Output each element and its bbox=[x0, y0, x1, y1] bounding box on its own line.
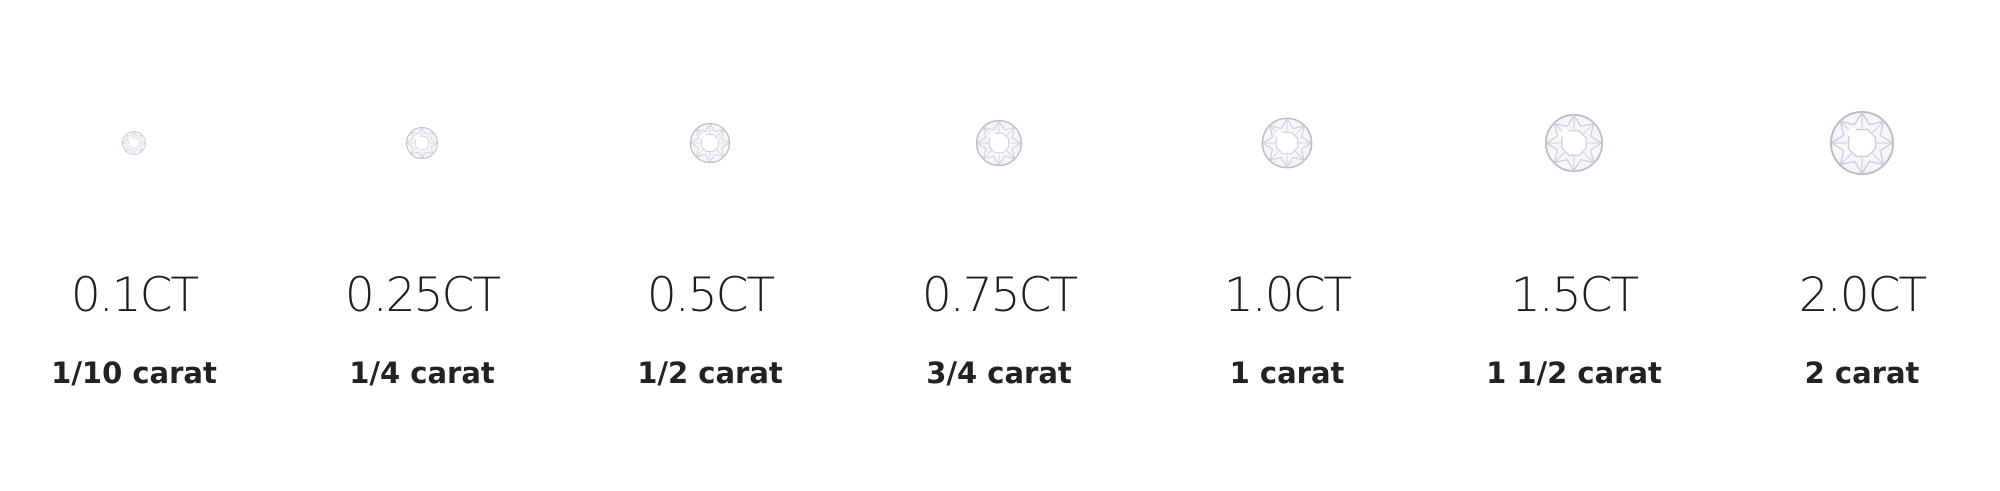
carat-weight-label: 0.1CT bbox=[70, 268, 199, 323]
carat-column: 0.75CT 3/4 carat bbox=[874, 0, 1124, 491]
diamond-icon bbox=[122, 131, 146, 155]
carat-column: 0.1CT 1/10 carat bbox=[9, 0, 259, 491]
carat-weight-label: 1.0CT bbox=[1223, 268, 1352, 323]
carat-column: 2.0CT 2 carat bbox=[1737, 0, 1987, 491]
diamond-icon bbox=[1829, 110, 1895, 176]
carat-weight-label: 0.75CT bbox=[921, 268, 1078, 323]
carat-weight-label: 0.25CT bbox=[344, 268, 501, 323]
diamond-icon bbox=[975, 119, 1023, 167]
carat-weight-label: 1.5CT bbox=[1510, 268, 1639, 323]
diamond-icon bbox=[405, 126, 439, 160]
carat-fraction-label: 1/10 carat bbox=[51, 356, 217, 390]
carat-column: 0.25CT 1/4 carat bbox=[297, 0, 547, 491]
carat-fraction-label: 3/4 carat bbox=[926, 356, 1072, 390]
carat-fraction-label: 1 1/2 carat bbox=[1486, 356, 1662, 390]
carat-fraction-label: 1/4 carat bbox=[349, 356, 495, 390]
carat-fraction-label: 1 carat bbox=[1229, 356, 1345, 390]
diamond-icon bbox=[1261, 117, 1313, 169]
carat-column: 1.5CT 1 1/2 carat bbox=[1449, 0, 1699, 491]
diamond-icon bbox=[1544, 113, 1604, 173]
diamond-icon bbox=[689, 122, 731, 164]
carat-weight-label: 2.0CT bbox=[1798, 268, 1927, 323]
carat-fraction-label: 1/2 carat bbox=[637, 356, 783, 390]
carat-column: 0.5CT 1/2 carat bbox=[585, 0, 835, 491]
carat-column: 1.0CT 1 carat bbox=[1162, 0, 1412, 491]
carat-weight-label: 0.5CT bbox=[646, 268, 775, 323]
carat-fraction-label: 2 carat bbox=[1804, 356, 1920, 390]
